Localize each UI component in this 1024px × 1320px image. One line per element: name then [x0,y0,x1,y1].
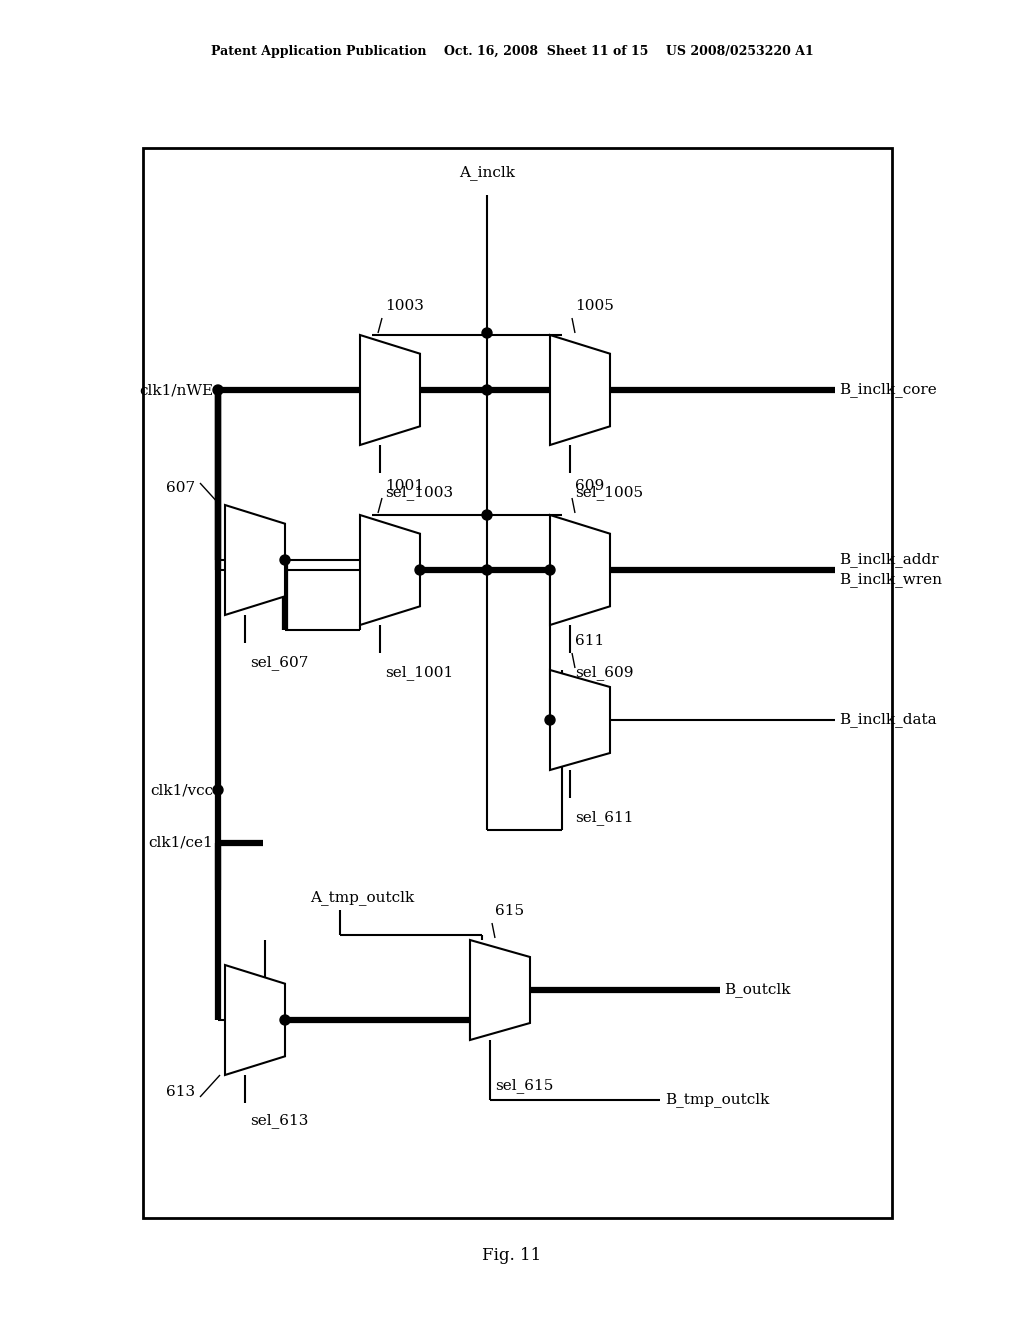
Text: 1003: 1003 [385,300,424,313]
Polygon shape [225,965,285,1074]
Text: sel_615: sel_615 [495,1078,553,1093]
Polygon shape [550,335,610,445]
Text: 613: 613 [166,1085,195,1100]
Circle shape [482,385,492,395]
Circle shape [213,785,223,795]
Text: B_inclk_data: B_inclk_data [839,713,937,727]
Polygon shape [225,506,285,615]
Text: sel_1001: sel_1001 [385,665,454,680]
Circle shape [280,1015,290,1026]
Text: sel_607: sel_607 [250,655,308,669]
Text: sel_1005: sel_1005 [575,484,643,500]
Text: clk1/nWE: clk1/nWE [139,383,213,397]
Text: B_inclk_addr: B_inclk_addr [839,553,939,568]
Bar [143,148,892,1218]
Polygon shape [550,515,610,624]
Circle shape [545,565,555,576]
Text: Patent Application Publication    Oct. 16, 2008  Sheet 11 of 15    US 2008/02532: Patent Application Publication Oct. 16, … [211,45,813,58]
Text: 1001: 1001 [385,479,424,492]
Polygon shape [360,335,420,445]
Text: 1005: 1005 [575,300,613,313]
Text: 607: 607 [166,480,195,495]
Polygon shape [470,940,530,1040]
Text: sel_1003: sel_1003 [385,484,454,500]
Polygon shape [360,515,420,624]
Text: clk1/ce1: clk1/ce1 [148,836,213,850]
Polygon shape [550,671,610,770]
Text: A_tmp_outclk: A_tmp_outclk [310,890,415,906]
Text: 611: 611 [575,634,604,648]
Circle shape [482,327,492,338]
Text: sel_611: sel_611 [575,810,634,825]
Text: B_outclk: B_outclk [724,982,791,998]
Text: clk1/vcc: clk1/vcc [150,783,213,797]
Circle shape [545,715,555,725]
Circle shape [280,554,290,565]
Text: B_tmp_outclk: B_tmp_outclk [665,1093,769,1107]
Text: Fig. 11: Fig. 11 [482,1246,542,1263]
Text: sel_609: sel_609 [575,665,634,680]
Circle shape [482,565,492,576]
Text: 615: 615 [495,904,524,917]
Text: B_inclk_core: B_inclk_core [839,383,937,397]
Text: sel_613: sel_613 [250,1113,308,1127]
Text: 609: 609 [575,479,604,492]
Circle shape [213,385,223,395]
Text: A_inclk: A_inclk [459,165,515,180]
Circle shape [415,565,425,576]
Text: B_inclk_wren: B_inclk_wren [839,573,942,587]
Circle shape [482,510,492,520]
